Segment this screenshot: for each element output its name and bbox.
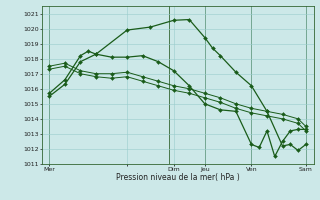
X-axis label: Pression niveau de la mer( hPa ): Pression niveau de la mer( hPa ) (116, 173, 239, 182)
